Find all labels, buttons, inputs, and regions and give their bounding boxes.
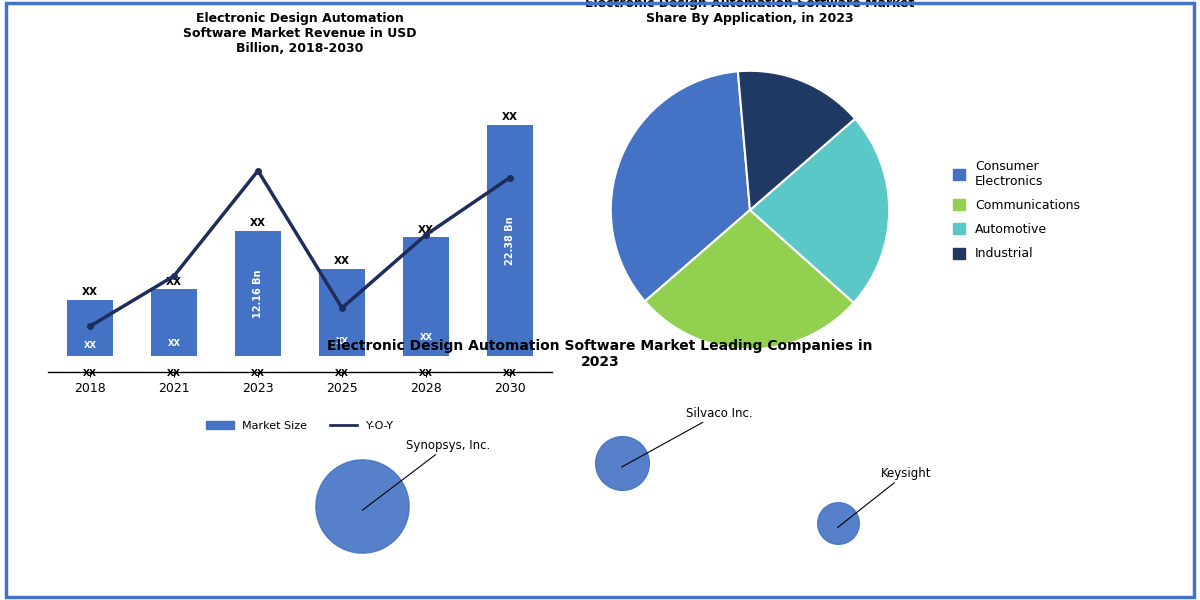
Text: XX: XX [250, 218, 266, 228]
Bar [67, 299, 113, 356]
Text: XX: XX [167, 369, 181, 378]
Wedge shape [738, 71, 856, 210]
Point [828, 518, 847, 528]
Text: XX: XX [166, 277, 182, 287]
Text: XX: XX [82, 287, 98, 297]
Text: XX: XX [503, 369, 517, 378]
Text: Synopsys, Inc.: Synopsys, Inc. [362, 439, 490, 510]
Text: 22.38 Bn: 22.38 Bn [505, 217, 515, 265]
Text: Silvaco Inc.: Silvaco Inc. [622, 407, 754, 467]
Text: XX: XX [334, 256, 350, 266]
Text: XX: XX [336, 337, 348, 346]
Title: Electronic Design Automation Software Market Leading Companies in
2023: Electronic Design Automation Software Ma… [328, 339, 872, 370]
Text: XX: XX [83, 369, 97, 378]
Bar [487, 125, 533, 356]
Wedge shape [644, 210, 853, 349]
Legend: Market Size, Y-O-Y: Market Size, Y-O-Y [202, 416, 398, 435]
Legend: Consumer
Electronics, Communications, Automotive, Industrial: Consumer Electronics, Communications, Au… [948, 155, 1085, 265]
Text: XX: XX [420, 333, 432, 342]
Point [353, 501, 372, 511]
Text: XX: XX [418, 225, 434, 235]
Bar [319, 269, 365, 356]
Title: Electronic Design Automation
Software Market Revenue in USD
Billion, 2018-2030: Electronic Design Automation Software Ma… [184, 11, 416, 55]
Bar [235, 230, 281, 356]
Bar [151, 289, 197, 356]
Text: XX: XX [419, 369, 433, 378]
Text: XX: XX [168, 340, 180, 349]
Wedge shape [611, 71, 750, 301]
Text: XX: XX [335, 369, 349, 378]
Text: 12.16 Bn: 12.16 Bn [253, 269, 263, 318]
Bar [403, 238, 449, 356]
Wedge shape [750, 119, 889, 303]
Point [612, 458, 631, 467]
Text: XX: XX [502, 112, 518, 122]
Text: XX: XX [251, 369, 265, 378]
Text: Keysight: Keysight [838, 467, 931, 527]
Title: Electronic Design Automation Software Market
Share By Application, in 2023: Electronic Design Automation Software Ma… [586, 0, 914, 25]
Text: XX: XX [84, 341, 96, 350]
